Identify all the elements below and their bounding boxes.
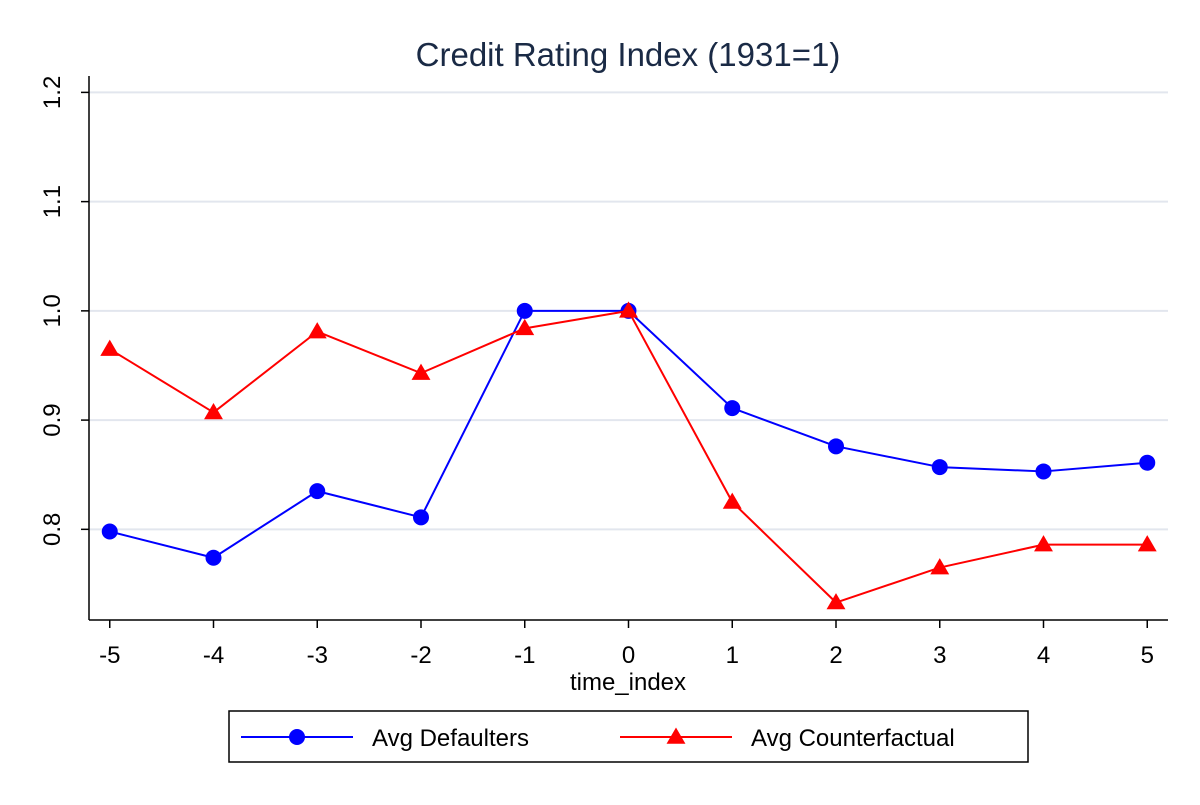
data-point (724, 400, 741, 417)
legend-item: Avg Counterfactual (620, 725, 955, 752)
data-point (931, 459, 948, 476)
data-point (204, 402, 223, 420)
data-point (1137, 535, 1157, 552)
data-point (515, 318, 535, 336)
data-point (1034, 535, 1053, 552)
series-line (109, 309, 1148, 604)
x-axis-title: time_index (570, 669, 686, 696)
legend-swatch-marker (666, 727, 686, 744)
legend-label: Avg Counterfactual (751, 725, 955, 752)
x-tick-label: 3 (933, 642, 946, 669)
series-layer (100, 301, 1157, 610)
y-tick-label: 1.2 (39, 76, 66, 109)
data-point (101, 523, 118, 540)
x-tick-label: 1 (726, 642, 739, 669)
legend-swatch-marker (289, 729, 305, 745)
data-point (411, 363, 431, 380)
x-tick-label: -4 (203, 642, 224, 669)
data-point (309, 483, 326, 500)
legend-label: Avg Defaulters (372, 725, 529, 752)
data-point (722, 492, 742, 509)
data-point (413, 509, 429, 526)
series-0 (101, 302, 1156, 566)
x-tick-label: -1 (514, 642, 535, 669)
x-tick-label: 2 (829, 642, 842, 669)
x-tick-label: 5 (1141, 642, 1154, 669)
y-tick-label: 1.1 (39, 185, 66, 218)
data-point (307, 322, 327, 339)
data-point (205, 549, 222, 566)
data-point (1139, 454, 1156, 471)
x-tick-label: -3 (307, 642, 328, 669)
x-tick-label: 0 (622, 642, 635, 669)
y-tick-label: 1.0 (39, 294, 66, 327)
series-line (109, 309, 1148, 559)
series-1 (100, 301, 1157, 610)
data-point (826, 593, 846, 610)
x-tick-label: -5 (99, 642, 120, 669)
legend-item: Avg Defaulters (241, 725, 529, 752)
x-tick-label: -2 (410, 642, 431, 669)
data-point (516, 302, 533, 319)
data-point (930, 558, 950, 575)
y-tick-label: 0.9 (39, 403, 66, 436)
data-point (1035, 463, 1052, 480)
data-point (100, 339, 120, 356)
x-tick-label: 4 (1037, 642, 1050, 669)
y-tick-label: 0.8 (39, 513, 66, 546)
data-point (619, 301, 638, 318)
chart-title: Credit Rating Index (1931=1) (416, 36, 841, 73)
data-point (828, 438, 844, 455)
legend: Avg Defaulters Avg Counterfactual (228, 710, 1029, 763)
axes-layer: 0.8 0.9 1.0 1.1 1.2 -5 -4 -3 -2 -1 0 1 2 3 4 5 (39, 76, 1168, 669)
